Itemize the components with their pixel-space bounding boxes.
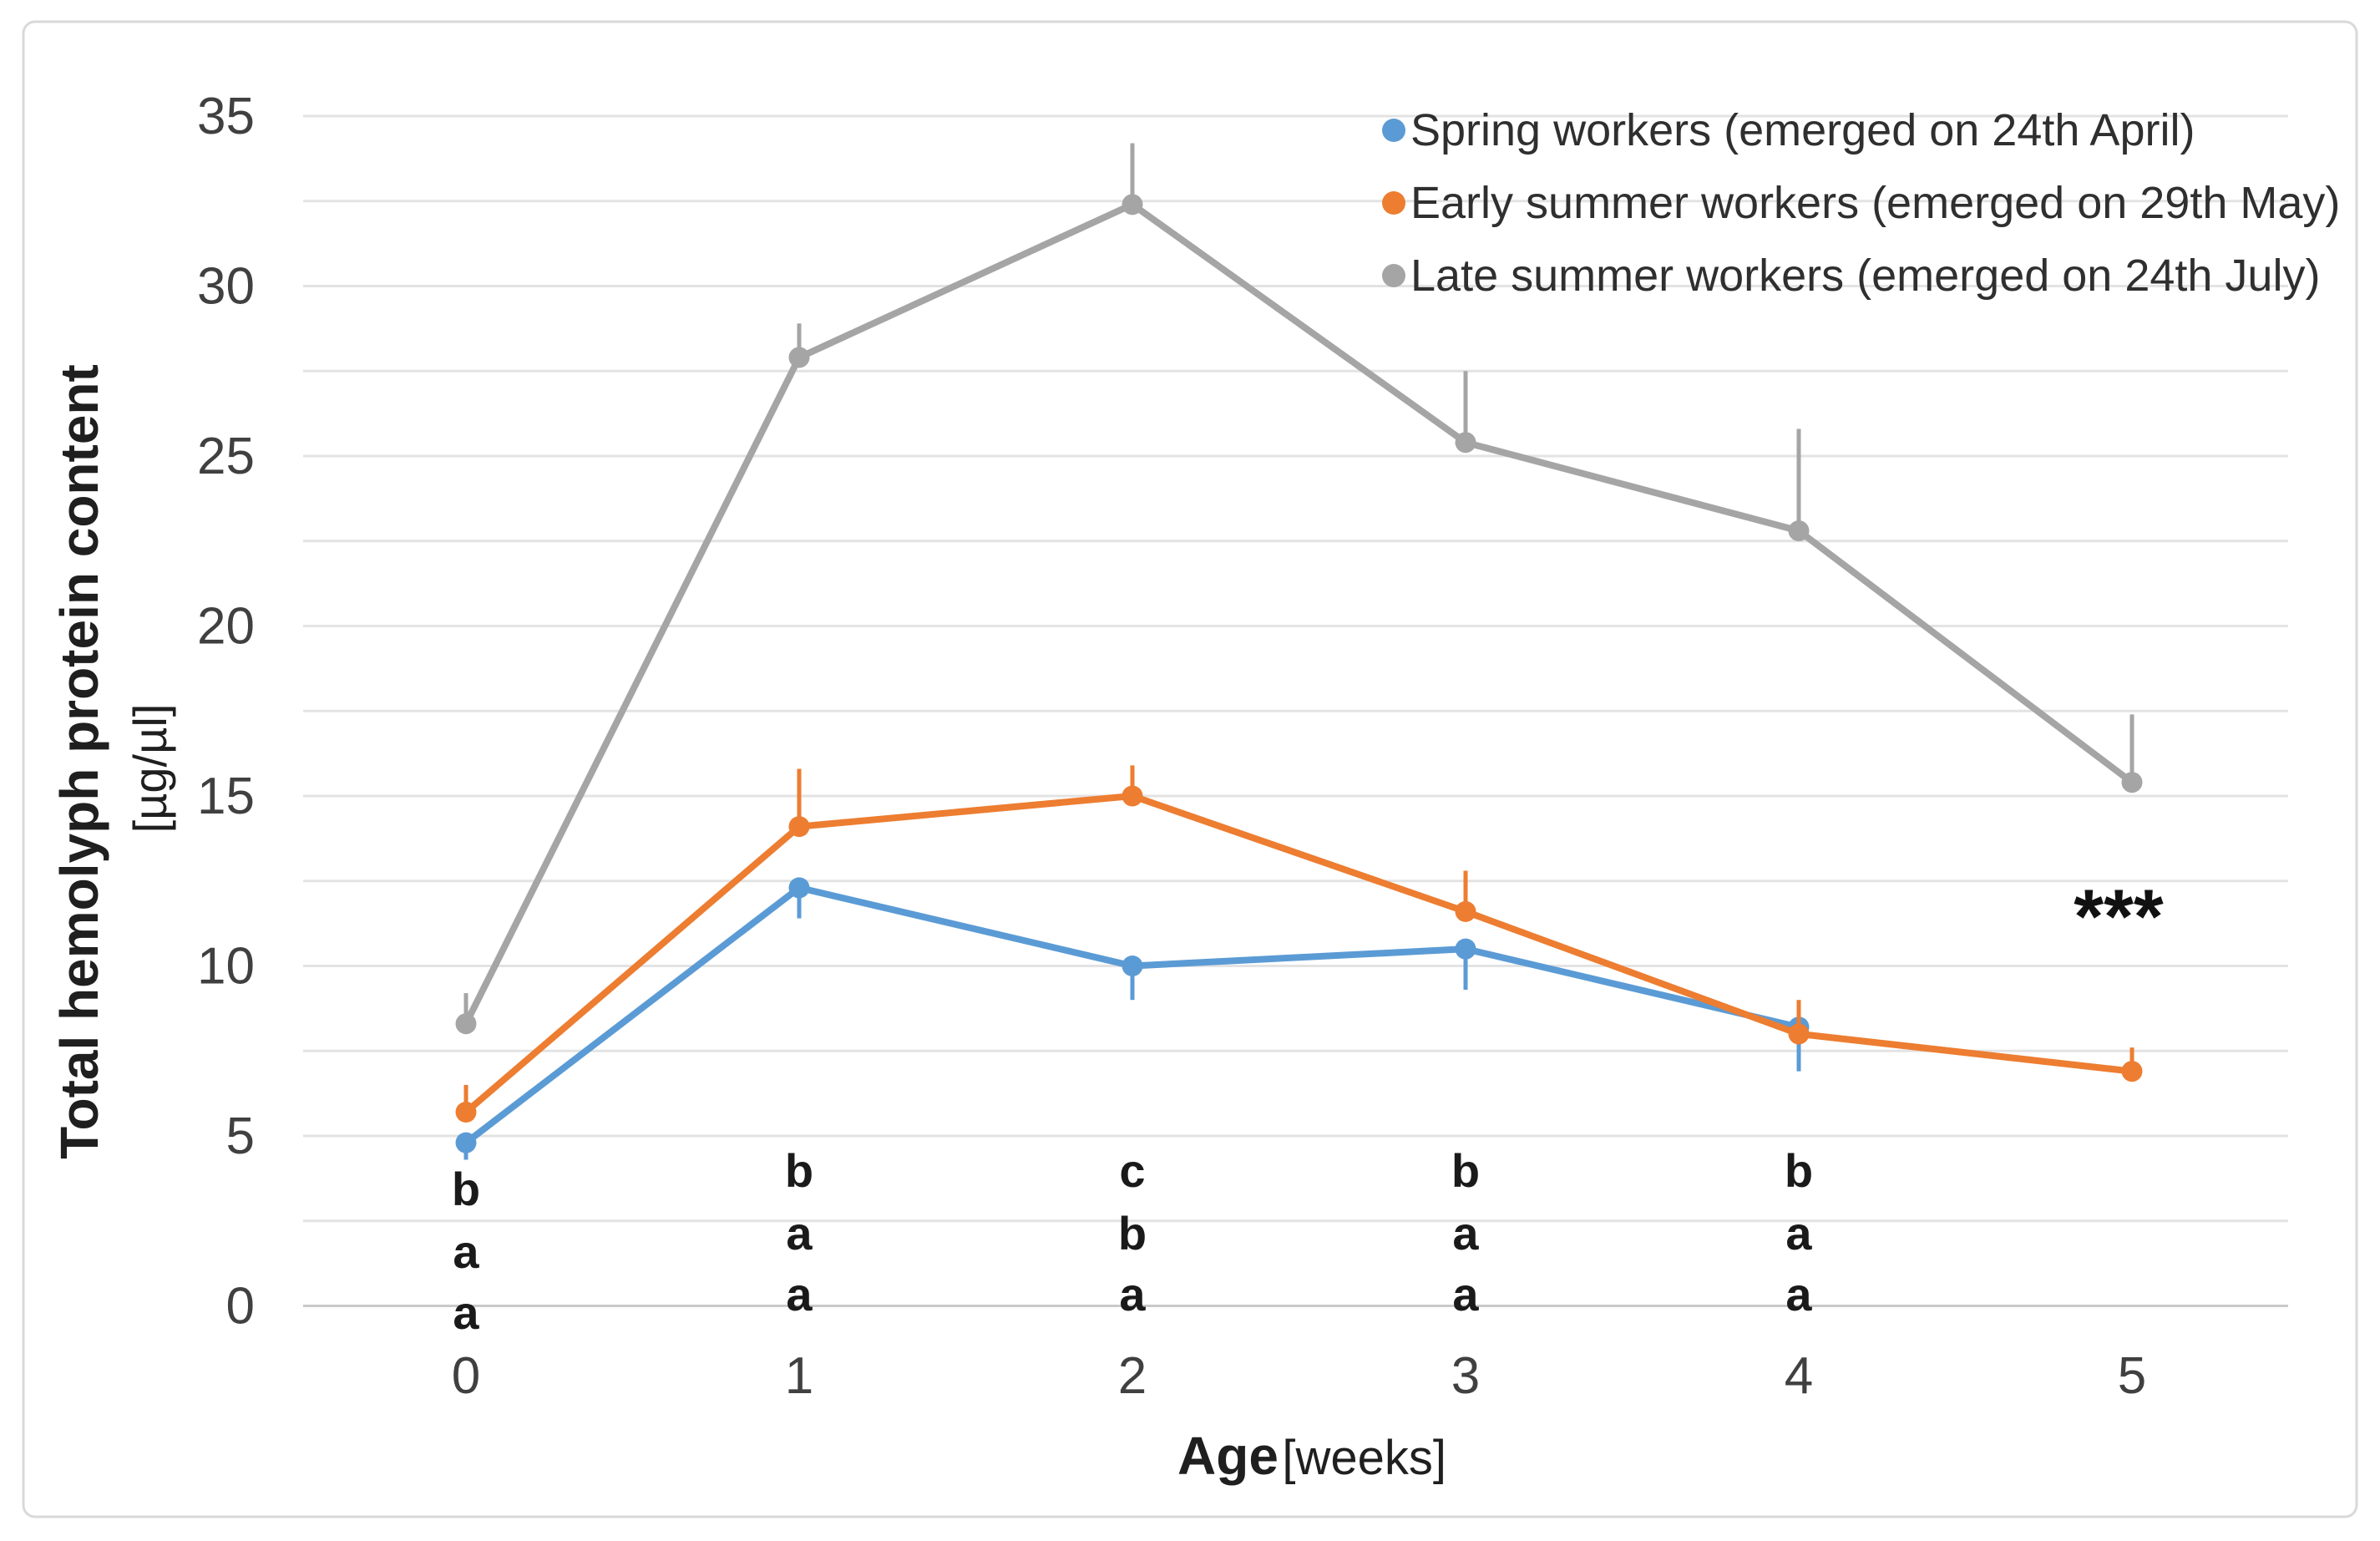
legend-item-early-summer-workers: Early summer workers (emerged on 29th Ma…: [1382, 180, 2340, 226]
significance-letter: b: [1785, 1144, 1813, 1197]
significance-letter: a: [1785, 1207, 1812, 1260]
series-line: [463, 793, 2133, 1115]
y-tick-label: 5: [226, 1108, 255, 1165]
data-point-marker: [1455, 432, 1476, 454]
early-summer-series-marker-icon: [1382, 191, 1405, 215]
data-point-marker: [1455, 900, 1476, 922]
legend-item-spring-workers: Spring workers (emerged on 24th April): [1382, 107, 2340, 154]
late-summer-series-marker-icon: [1382, 264, 1405, 287]
x-tick-label: 5: [2118, 1347, 2146, 1405]
data-point-marker: [455, 1013, 477, 1035]
significance-letter: a: [1119, 1268, 1146, 1320]
significance-letter: c: [1119, 1144, 1145, 1197]
series-line: [463, 200, 2134, 1026]
significance-letter: b: [1118, 1207, 1147, 1260]
y-tick-label: 10: [197, 938, 255, 996]
spring-series-marker-icon: [1382, 119, 1405, 142]
figure-border: [22, 20, 2358, 1518]
legend-label: Late summer workers (emerged on 24th Jul…: [1410, 251, 2321, 301]
y-tick-label: 30: [197, 258, 255, 316]
y-tick-label: 0: [226, 1278, 255, 1336]
data-point-marker: [1788, 1023, 1810, 1045]
chart-legend: Spring workers (emerged on 24th April) E…: [1382, 107, 2340, 299]
significance-letter: a: [1452, 1268, 1479, 1320]
data-point-marker: [455, 1132, 477, 1153]
significance-letter: a: [786, 1268, 813, 1320]
x-tick-label: 0: [452, 1347, 480, 1405]
significance-letter: b: [1451, 1144, 1480, 1197]
y-axis-unit: [µg/µl]: [124, 703, 176, 834]
data-point-marker: [788, 816, 810, 838]
data-point-marker: [2121, 772, 2143, 793]
y-tick-label: 35: [197, 88, 255, 145]
data-point-marker: [455, 1102, 477, 1123]
significance-letter: a: [453, 1286, 479, 1339]
x-tick-label: 2: [1118, 1347, 1147, 1405]
data-point-marker: [1455, 938, 1476, 960]
data-point-marker: [1122, 785, 1143, 807]
significance-annotation: ***: [2074, 874, 2164, 960]
data-point-marker: [2121, 1061, 2143, 1082]
x-tick-label: 1: [785, 1347, 813, 1405]
x-axis-title: Age [weeks]: [1061, 1427, 1562, 1485]
significance-letter: b: [452, 1163, 480, 1215]
significance-letter: a: [453, 1225, 479, 1278]
series-line: [463, 884, 1800, 1146]
x-tick-label: 3: [1451, 1347, 1480, 1405]
legend-label: Early summer workers (emerged on 29th Ma…: [1410, 178, 2341, 228]
data-point-marker: [788, 347, 810, 368]
y-tick-label: 25: [197, 428, 255, 485]
significance-letter: a: [1785, 1268, 1812, 1320]
legend-item-late-summer-workers: Late summer workers (emerged on 24th Jul…: [1382, 252, 2340, 299]
x-axis-title-text: Age: [1177, 1426, 1279, 1486]
y-tick-label: 15: [197, 768, 255, 825]
data-point-marker: [1788, 520, 1810, 542]
x-axis-unit-text: [weeks]: [1282, 1431, 1446, 1485]
y-tick-label: 20: [197, 598, 255, 656]
legend-label: Spring workers (emerged on 24th April): [1410, 105, 2195, 155]
data-point-marker: [1122, 956, 1143, 976]
significance-letter: b: [785, 1144, 813, 1197]
significance-letter: a: [1452, 1207, 1479, 1260]
x-tick-label: 4: [1785, 1347, 1813, 1405]
data-point-marker: [788, 877, 810, 899]
data-point-marker: [1122, 194, 1143, 215]
y-axis-title: Total hemolyph protein content: [49, 364, 109, 1159]
significance-letter: a: [786, 1207, 813, 1260]
